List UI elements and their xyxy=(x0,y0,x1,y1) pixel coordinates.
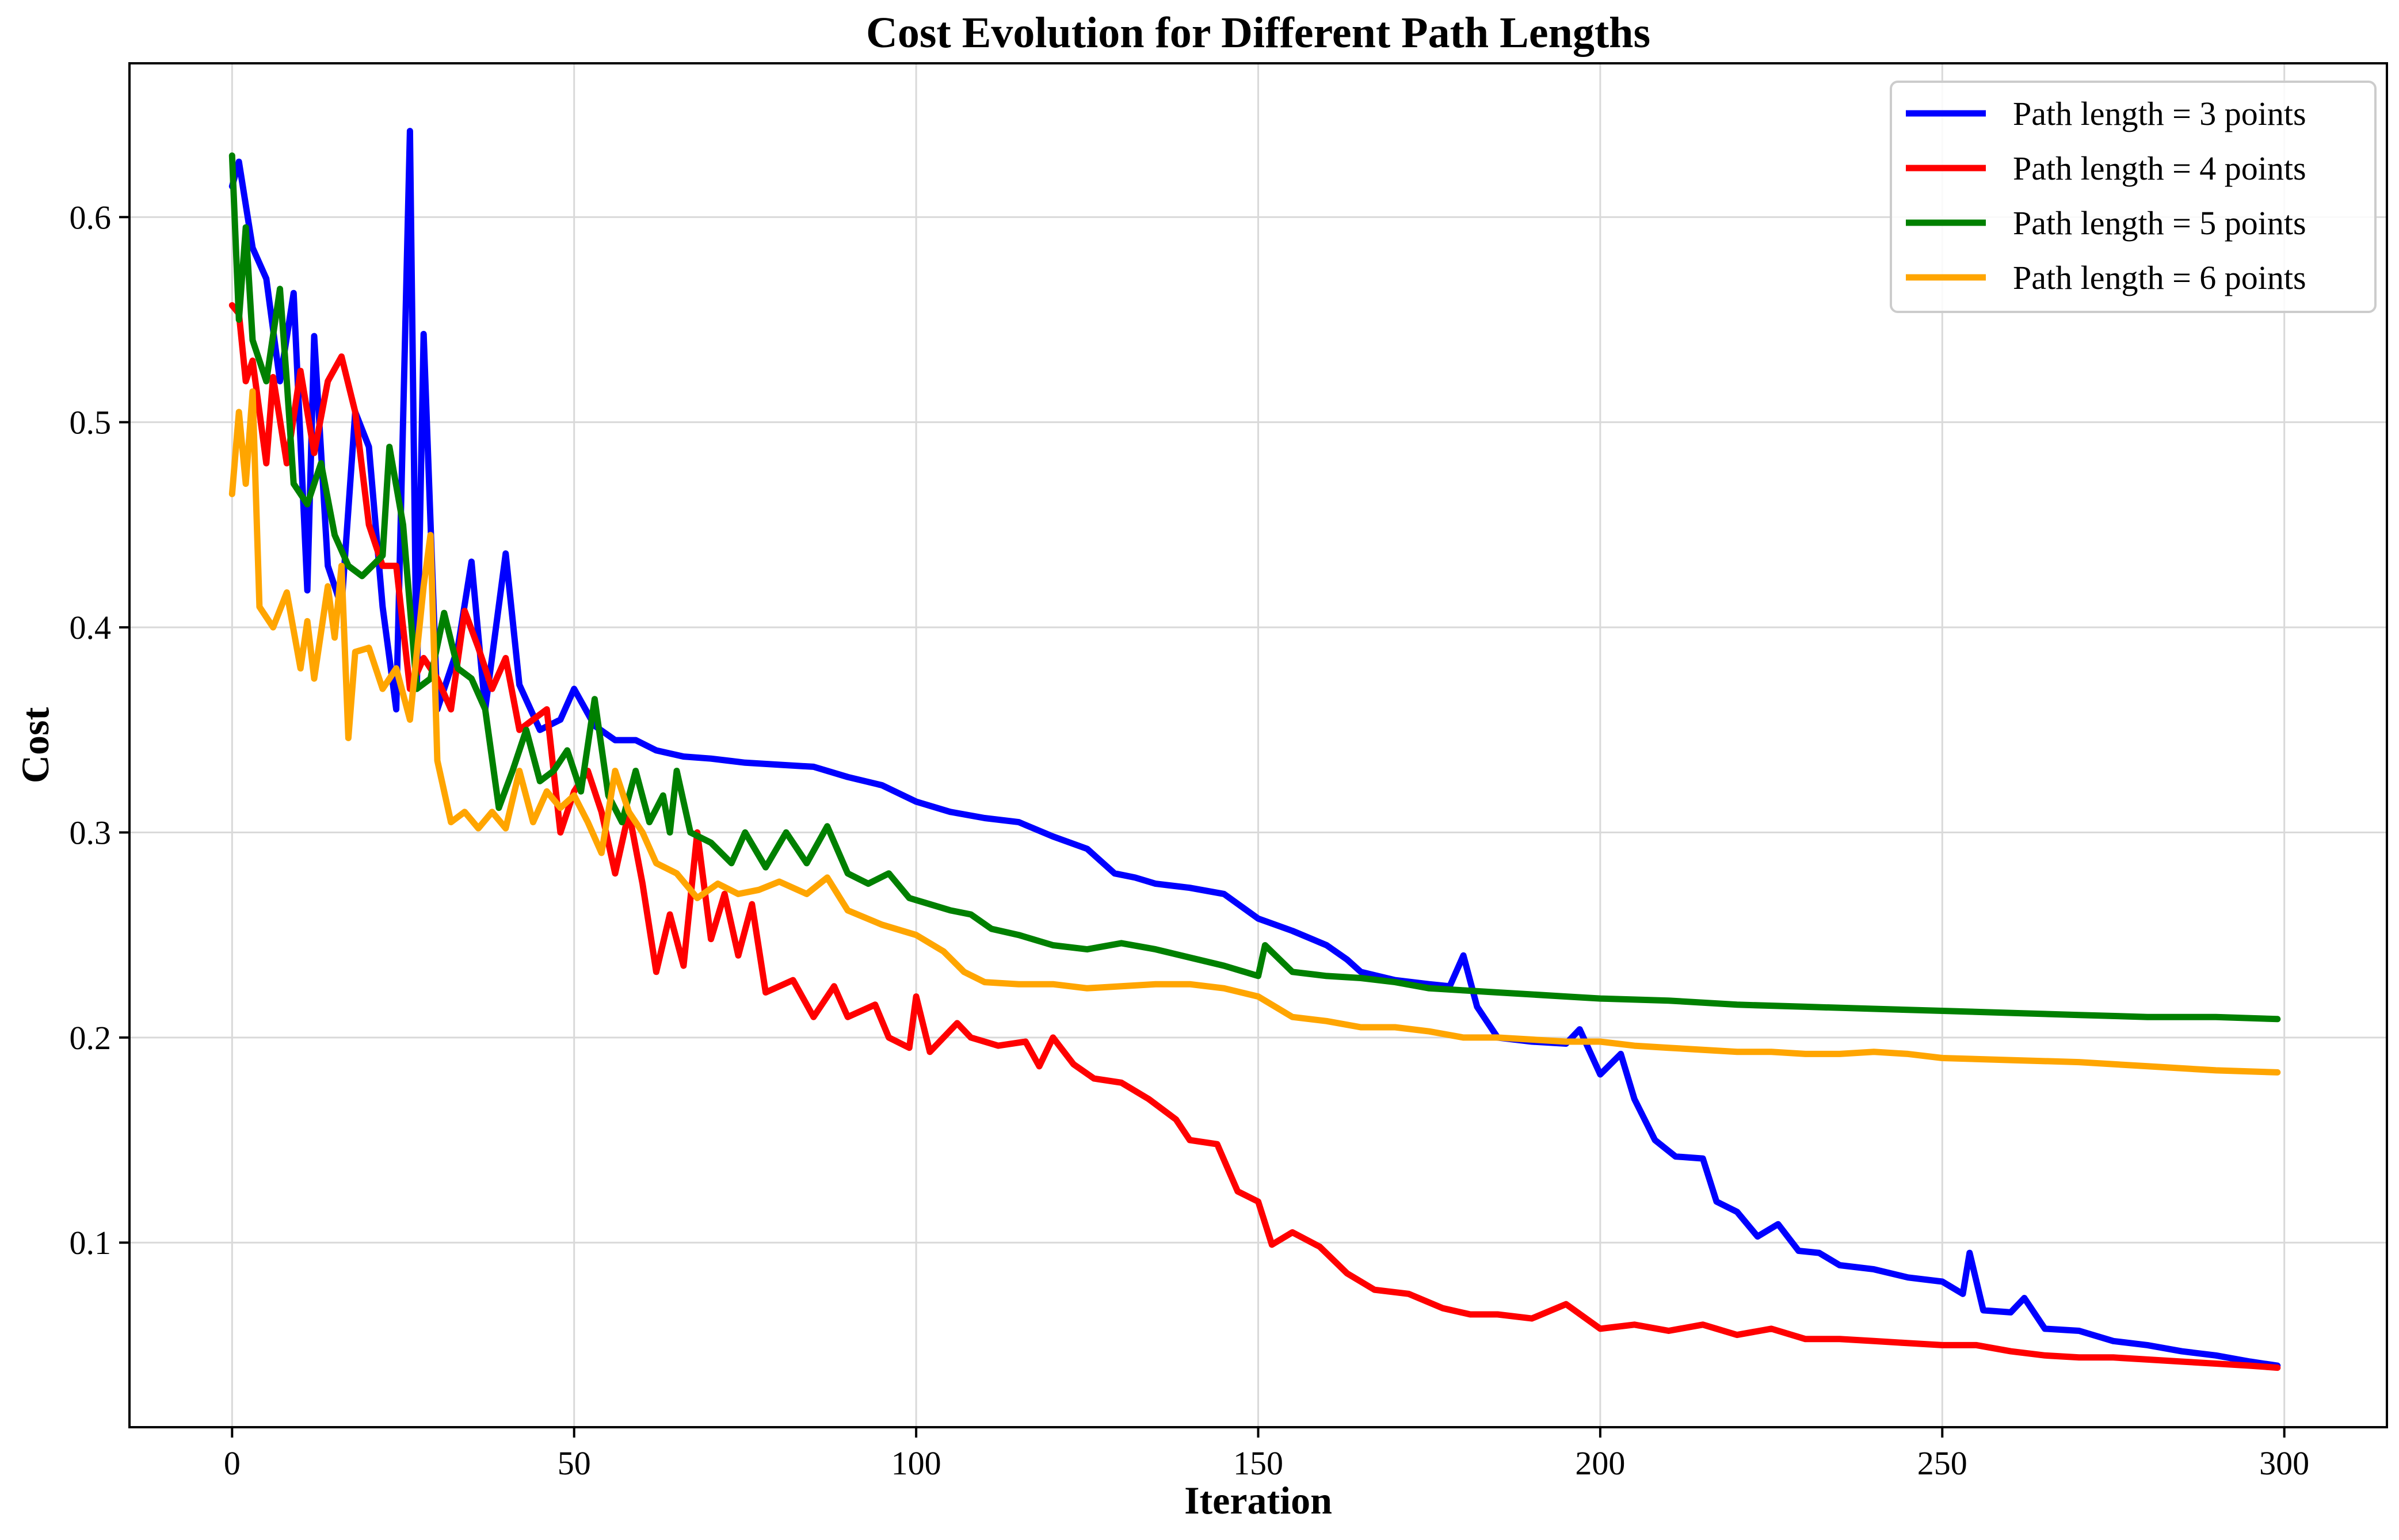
grid xyxy=(129,63,2387,1427)
x-tick-label: 100 xyxy=(891,1444,941,1482)
y-tick-label: 0.3 xyxy=(70,814,112,851)
x-tick-label: 300 xyxy=(2259,1444,2309,1482)
legend: Path length = 3 points Path length = 4 po… xyxy=(1890,81,2377,313)
series-line-4-points xyxy=(228,302,2281,1371)
y-tick-label: 0.6 xyxy=(70,199,112,236)
x-tick-label: 50 xyxy=(558,1444,591,1482)
series-line-6-points xyxy=(228,388,2281,1076)
series-line-5-points xyxy=(228,152,2281,1023)
x-tick-label: 0 xyxy=(224,1444,241,1482)
x-axis-label: Iteration xyxy=(1184,1478,1332,1522)
y-tick-label: 0.4 xyxy=(70,609,112,646)
x-tick-label: 200 xyxy=(1575,1444,1625,1482)
x-tick-label: 250 xyxy=(1917,1444,1967,1482)
legend-entry-label: Path length = 6 points xyxy=(2013,259,2306,296)
legend-entry-label: Path length = 4 points xyxy=(2013,150,2306,187)
legend-box xyxy=(1890,81,2377,313)
y-tick-label: 0.5 xyxy=(70,404,112,441)
y-tick-label: 0.2 xyxy=(70,1019,112,1057)
axis-ticks: 0 50 100 150 200 250 300 0.1 0.2 0.3 0.4 0.5 0.6 xyxy=(70,199,2310,1482)
legend-entry-label: Path length = 3 points xyxy=(2013,95,2306,132)
legend-entry-label: Path length = 5 points xyxy=(2013,204,2306,242)
x-tick-label: 150 xyxy=(1233,1444,1283,1482)
chart-title: Cost Evolution for Different Path Length… xyxy=(866,9,1650,57)
y-axis-label: Cost xyxy=(13,707,57,784)
y-tick-label: 0.1 xyxy=(70,1224,112,1261)
series-lines xyxy=(228,128,2281,1371)
